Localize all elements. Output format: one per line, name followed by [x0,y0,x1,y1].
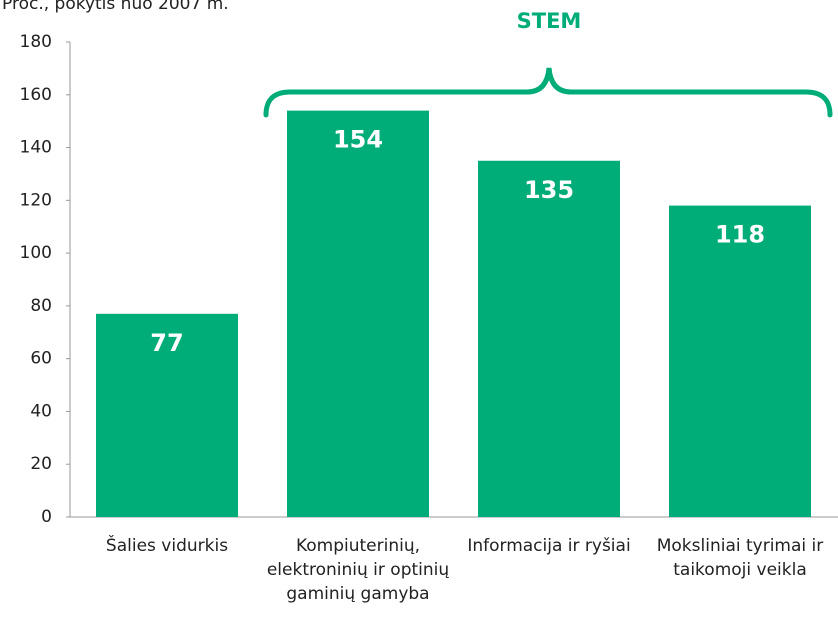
y-tick-label: 100 [20,243,52,263]
bar [287,110,429,517]
y-tick-label: 160 [20,85,52,105]
value-label: 77 [150,329,183,357]
value-label: 135 [524,176,574,204]
y-tick-label: 60 [30,349,52,369]
y-tick-label: 120 [20,190,52,210]
x-tick-label: Informacija ir ryšiai [467,536,631,556]
bar [478,160,620,517]
bar [96,313,238,517]
x-tick-label: Moksliniai tyrimai ir taikomoji veikla [656,536,824,580]
x-tick-label: Kompiuterinių, elektroninių ir optinių g… [266,536,450,604]
y-tick-label: 140 [20,138,52,158]
stem-brace [263,67,833,118]
x-tick-label: Šalies vidurkis [105,536,229,556]
y-tick-label: 80 [30,296,52,316]
bar [669,205,811,517]
annotation: STEM [517,9,582,33]
subtitle: Proc., pokytis nuo 2007 m. [2,0,229,14]
y-tick-label: 180 [20,32,52,52]
value-label: 154 [333,126,383,154]
y-tick-label: 40 [30,401,52,421]
y-tick-label: 20 [30,454,52,474]
value-label: 118 [715,221,765,249]
y-tick-label: 0 [41,507,52,527]
